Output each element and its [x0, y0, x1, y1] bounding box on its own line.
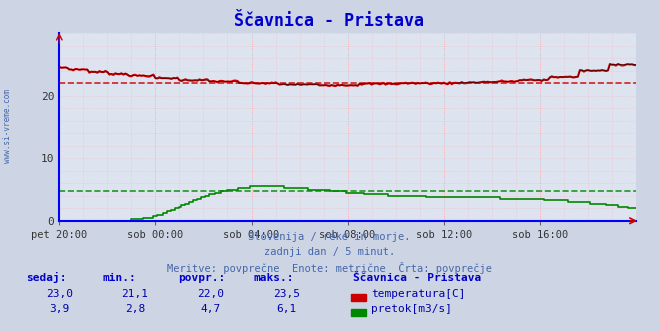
Text: 23,0: 23,0	[46, 289, 72, 299]
Text: 6,1: 6,1	[277, 304, 297, 314]
Text: zadnji dan / 5 minut.: zadnji dan / 5 minut.	[264, 247, 395, 257]
Text: povpr.:: povpr.:	[178, 273, 225, 283]
Text: 23,5: 23,5	[273, 289, 300, 299]
Text: Ščavnica - Pristava: Ščavnica - Pristava	[235, 12, 424, 30]
Text: 22,0: 22,0	[198, 289, 224, 299]
Text: pretok[m3/s]: pretok[m3/s]	[371, 304, 452, 314]
Text: 4,7: 4,7	[201, 304, 221, 314]
Text: 2,8: 2,8	[125, 304, 145, 314]
Text: Meritve: povprečne  Enote: metrične  Črta: povprečje: Meritve: povprečne Enote: metrične Črta:…	[167, 262, 492, 274]
Text: 3,9: 3,9	[49, 304, 69, 314]
Text: maks.:: maks.:	[254, 273, 294, 283]
Text: 21,1: 21,1	[122, 289, 148, 299]
Text: Ščavnica - Pristava: Ščavnica - Pristava	[353, 273, 481, 283]
Text: min.:: min.:	[102, 273, 136, 283]
Text: temperatura[C]: temperatura[C]	[371, 289, 465, 299]
Text: www.si-vreme.com: www.si-vreme.com	[3, 89, 13, 163]
Text: sedaj:: sedaj:	[26, 272, 67, 283]
Text: Slovenija / reke in morje.: Slovenija / reke in morje.	[248, 232, 411, 242]
